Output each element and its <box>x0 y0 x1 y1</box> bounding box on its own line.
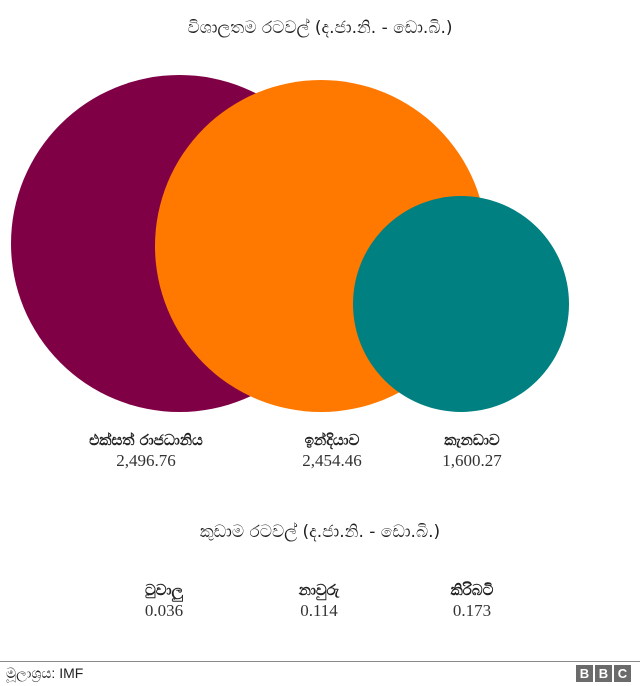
country-name: ඉන්දියාව <box>304 431 360 449</box>
country-value: 0.114 <box>300 601 338 620</box>
country-value: 2,454.46 <box>302 451 362 470</box>
uk-label: එක්සත් රාජධානිය 2,496.76 <box>46 430 246 472</box>
country-value: 2,496.76 <box>116 451 176 470</box>
largest-countries-title: විශාලතම රටවල් (ද.ජා.නි. - ඩො.බි.) <box>187 18 453 38</box>
country-name: කිරිබටි <box>450 581 494 599</box>
smallest-countries-title: කුඩාම රටවල් (ද.ජා.නි. - ඩො.බි.) <box>199 522 441 542</box>
tuvalu-label: ටුවාලු 0.036 <box>64 580 264 622</box>
country-name: එක්සත් රාජධානිය <box>89 431 203 449</box>
bbc-logo: B B C <box>576 665 631 682</box>
bbc-logo-letter: B <box>576 665 593 682</box>
country-value: 0.036 <box>144 601 184 620</box>
nauru-label: නාවුරු 0.114 <box>219 580 419 622</box>
footer-divider <box>0 661 640 662</box>
canada-label: කැනඩාව 1,600.27 <box>372 430 572 472</box>
kiribati-label: කිරිබටි 0.173 <box>372 580 572 622</box>
canada-bubble <box>353 196 569 412</box>
bbc-logo-letter: B <box>595 665 612 682</box>
bbc-logo-letter: C <box>614 665 631 682</box>
country-name: නාවුරු <box>298 581 340 599</box>
source-text: මූලාශ්‍රය: IMF <box>6 665 84 681</box>
india-label: ඉන්දියාව 2,454.46 <box>232 430 432 472</box>
country-value: 1,600.27 <box>442 451 502 470</box>
country-name: ටුවාලු <box>145 581 183 599</box>
country-value: 0.173 <box>452 601 492 620</box>
country-name: කැනඩාව <box>444 431 500 449</box>
